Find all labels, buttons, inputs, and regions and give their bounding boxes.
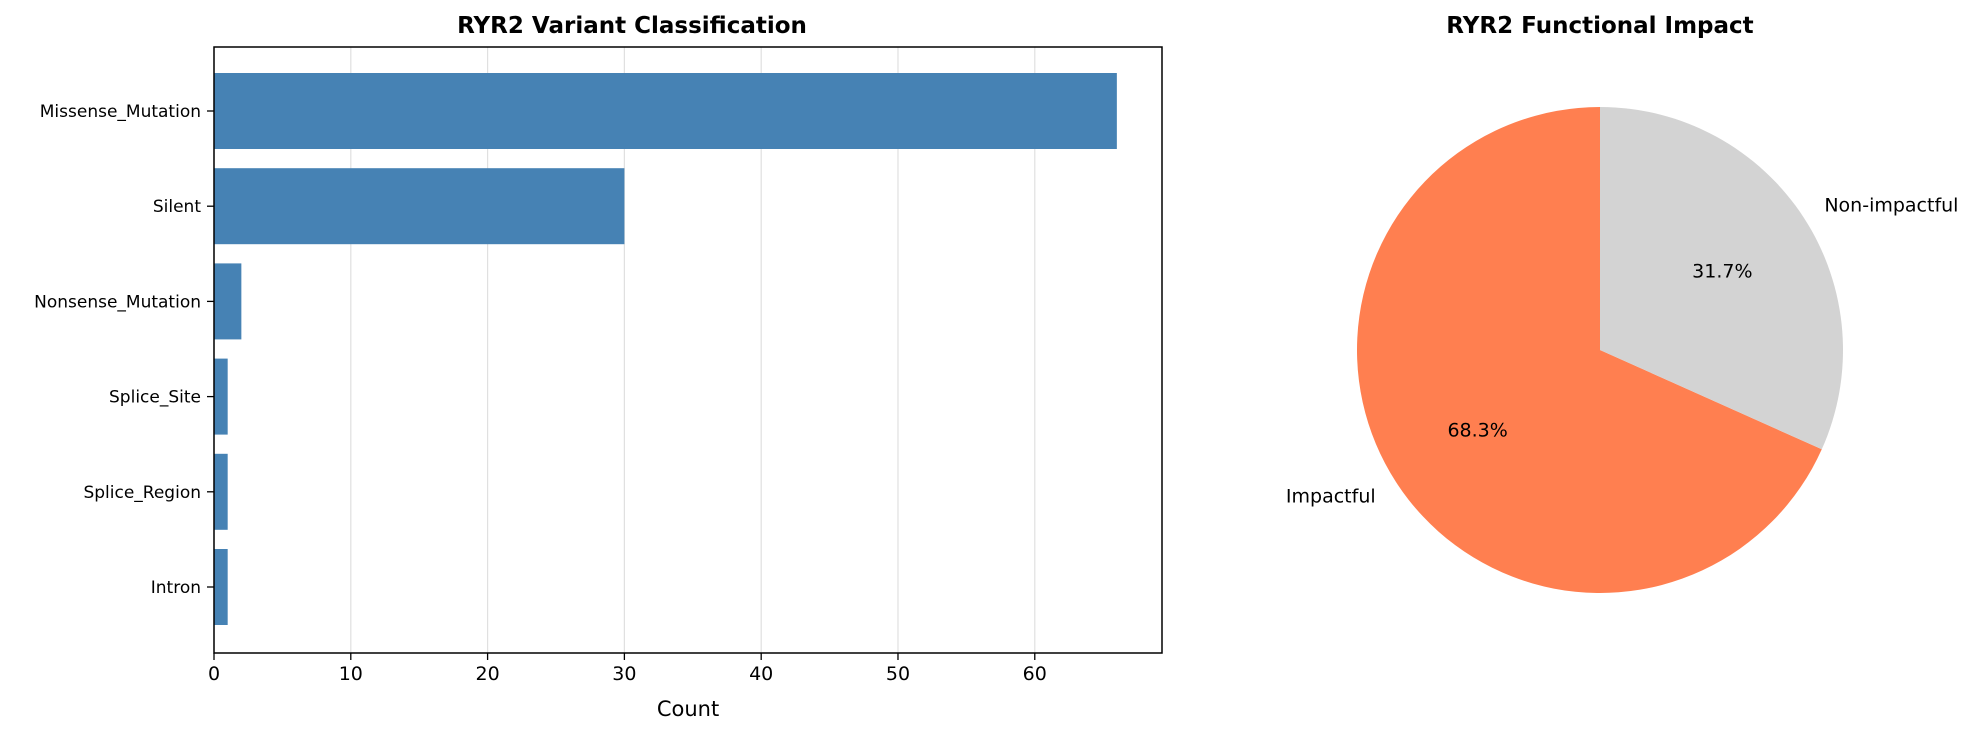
bar-chart-x-tick-label: 0 — [208, 663, 220, 685]
pie-chart-percent-label: 68.3% — [1447, 419, 1507, 441]
bar-chart-category-label: Splice_Region — [83, 483, 201, 503]
bar-chart-axes-frame — [213, 46, 1163, 654]
bar-chart-bars — [214, 73, 1117, 625]
bar-chart-bar — [214, 73, 1117, 149]
bar-chart-x-tick-label: 30 — [612, 663, 636, 685]
bar-chart-category-label: Splice_Site — [109, 388, 201, 408]
bar-chart-x-tick-label: 60 — [1023, 663, 1047, 685]
pie-chart-labels: Impactful 68.3% Non-impactful 31.7% — [1286, 195, 1959, 508]
pie-chart-percent-label: 31.7% — [1692, 261, 1752, 283]
bar-chart-bar — [214, 358, 228, 435]
pie-chart-slice — [1357, 107, 1822, 594]
bar-chart-title: RYR2 Variant Classification — [457, 13, 807, 39]
bar-chart-x-axis-label: Count — [657, 697, 719, 721]
pie-chart-slice-label: Impactful — [1286, 485, 1376, 507]
bar-chart-panel: RYR2 Variant Classification 0 10 20 30 40 50 6… — [34, 13, 1163, 721]
pie-chart-slice — [1600, 107, 1843, 450]
bar-chart-x-tick-label: 50 — [886, 663, 910, 685]
bar-chart-bar — [214, 549, 228, 625]
bar-chart-bar — [214, 263, 242, 340]
bar-chart-x-tick-label: 40 — [749, 663, 773, 685]
bar-chart-bar — [214, 168, 625, 245]
bar-chart-x-tick-label: 20 — [475, 663, 499, 685]
pie-chart-title: RYR2 Functional Impact — [1446, 13, 1753, 39]
bar-chart-category-label: Silent — [153, 197, 201, 217]
bar-chart-category-label: Nonsense_Mutation — [34, 292, 201, 312]
bar-chart-bar — [214, 453, 228, 530]
pie-chart-slices — [1357, 107, 1843, 594]
pie-chart-slice-label: Non-impactful — [1824, 195, 1958, 217]
bar-chart-category-label: Missense_Mutation — [40, 102, 201, 122]
bar-chart-category-label: Intron — [151, 578, 201, 598]
bar-chart-x-tick-label: 10 — [339, 663, 363, 685]
bar-chart-x-ticks: 0 10 20 30 40 50 60 — [208, 653, 1047, 685]
pie-chart-panel: RYR2 Functional Impact Impactful 68.3% Non… — [1286, 13, 1959, 594]
bar-chart-y-ticks: Missense_Mutation Silent Nonsense_Mutation… — [34, 102, 214, 598]
